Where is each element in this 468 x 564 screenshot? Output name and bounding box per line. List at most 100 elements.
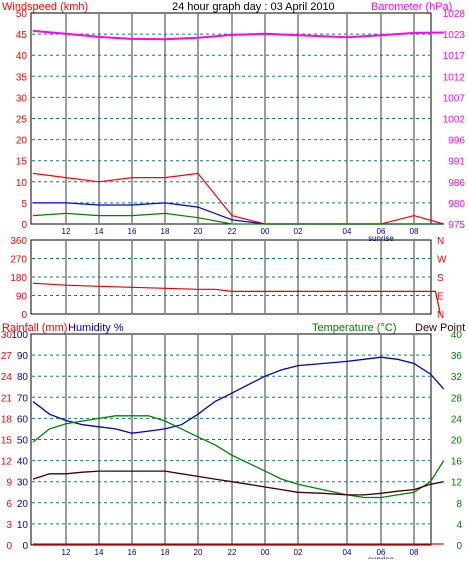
baro-y-tick-1002: 1002 [443, 115, 466, 126]
temp-y-tick-36: 36 [451, 351, 463, 362]
rain-y-tick-9: 9 [6, 478, 12, 489]
temp-y-tick-40: 40 [451, 330, 463, 341]
x-tick-p3-08: 08 [410, 548, 419, 557]
humidity-y-tick-20: 20 [17, 499, 29, 510]
rain-y-tick-18: 18 [1, 414, 13, 425]
temp-y-tick-28: 28 [451, 393, 463, 404]
x-tick-p3-18: 18 [161, 548, 170, 557]
rain-y-tick-15: 15 [1, 436, 13, 447]
wind-y-tick-45: 45 [16, 30, 28, 41]
x-tick-p1-04: 04 [343, 227, 352, 236]
rain-y-tick-3: 3 [6, 520, 12, 531]
x-tick-p3-04: 04 [343, 548, 352, 557]
x-tick-p1-08: 08 [410, 227, 419, 236]
baro-y-tick-1028: 1028 [443, 9, 466, 20]
rain-y-tick-12: 12 [1, 457, 13, 468]
temperature-axis-label: Temperature (°C) [312, 322, 396, 334]
x-tick-p1-16: 16 [128, 227, 137, 236]
x-tick-p3-00: 00 [261, 548, 270, 557]
humidity-y-tick-50: 50 [17, 436, 29, 447]
humidity-y-tick-90: 90 [17, 351, 29, 362]
graph-title: 24 hour graph day : 03 April 2010 [172, 1, 335, 13]
x-tick-p3-14: 14 [95, 548, 104, 557]
wind-y-tick-35: 35 [16, 72, 28, 83]
baro-y-tick-975: 975 [448, 220, 465, 231]
barometer-axis-label: Barometer (hPa) [371, 1, 452, 13]
x-tick-p1-06: 06 [377, 227, 386, 236]
x-tick-p3-12: 12 [62, 548, 71, 557]
wind-y-tick-50: 50 [16, 9, 28, 20]
wind-axis-label: Windspeed (kmh) [2, 1, 88, 13]
dir-y-tick-270: 270 [10, 255, 27, 266]
dir-y-tick-90: 90 [16, 292, 28, 303]
baro-y-tick-1012: 1012 [443, 72, 466, 83]
dir-compass-tick-1: E [437, 292, 444, 303]
x-tick-p3-20: 20 [194, 548, 203, 557]
wind-y-tick-20: 20 [16, 136, 28, 147]
x-tick-p1-00: 00 [261, 227, 270, 236]
wind-y-tick-5: 5 [21, 199, 27, 210]
wind-y-tick-25: 25 [16, 115, 28, 126]
humidity-y-tick-0: 0 [22, 541, 28, 552]
x-tick-p1-14: 14 [95, 227, 104, 236]
dir-y-tick-180: 180 [10, 273, 27, 284]
wind-y-tick-30: 30 [16, 93, 28, 104]
temp-y-tick-16: 16 [451, 457, 463, 468]
baro-y-tick-1007: 1007 [443, 93, 466, 104]
humidity-y-tick-30: 30 [17, 478, 29, 489]
temp-y-tick-20: 20 [451, 436, 463, 447]
rain-y-tick-0: 0 [6, 541, 12, 552]
humidity-y-tick-100: 100 [11, 330, 28, 341]
temp-y-tick-8: 8 [456, 499, 462, 510]
dir-compass-tick-2: S [437, 273, 444, 284]
x-tick-p1-22: 22 [228, 227, 237, 236]
rain-y-tick-6: 6 [6, 499, 12, 510]
sunrise-label-p3: sunrise [368, 555, 394, 559]
temp-y-tick-12: 12 [451, 478, 463, 489]
baro-y-tick-1017: 1017 [443, 51, 466, 62]
temp-y-tick-32: 32 [451, 372, 463, 383]
series-humidity [32, 356, 445, 434]
x-tick-p1-02: 02 [294, 227, 303, 236]
wind-y-tick-10: 10 [16, 178, 28, 189]
humidity-y-tick-80: 80 [17, 372, 29, 383]
series-barometer [32, 29, 444, 41]
baro-y-tick-980: 980 [448, 199, 465, 210]
baro-y-tick-991: 991 [448, 157, 465, 168]
humidity-axis-label: Humidity % [68, 322, 124, 334]
rain-y-tick-21: 21 [1, 393, 13, 404]
wind-y-tick-0: 0 [21, 220, 27, 231]
humidity-y-tick-70: 70 [17, 393, 29, 404]
humidity-y-tick-10: 10 [17, 520, 29, 531]
dir-y-tick-0: 0 [21, 310, 27, 321]
x-tick-p3-16: 16 [128, 548, 137, 557]
dir-compass-tick-3: W [437, 255, 447, 266]
wind-y-tick-40: 40 [16, 51, 28, 62]
dir-compass-tick-0: N [437, 310, 444, 321]
baro-y-tick-1023: 1023 [443, 30, 466, 41]
humidity-y-tick-60: 60 [17, 414, 29, 425]
series-wind_speed [32, 212, 444, 225]
rain-y-tick-24: 24 [1, 372, 13, 383]
x-tick-p1-12: 12 [62, 227, 71, 236]
temp-y-tick-0: 0 [456, 541, 462, 552]
grid-lines [32, 14, 430, 544]
wind-y-tick-15: 15 [16, 157, 28, 168]
dir-compass-tick-4: N [437, 236, 444, 247]
temp-y-tick-4: 4 [456, 520, 462, 531]
x-tick-p3-22: 22 [228, 548, 237, 557]
x-tick-p1-18: 18 [161, 227, 170, 236]
x-tick-p3-06: 06 [377, 548, 386, 557]
x-tick-p1-20: 20 [194, 227, 203, 236]
baro-y-tick-986: 986 [448, 178, 465, 189]
rain-y-tick-27: 27 [1, 351, 13, 362]
tick-labels: 12121414161618182020222200000202040406su… [1, 9, 466, 564]
dew-point-axis-label: Dew Point [415, 322, 465, 334]
rain-y-tick-30: 30 [1, 330, 13, 341]
plot-lines [32, 29, 445, 545]
x-tick-p3-02: 02 [294, 548, 303, 557]
sunrise-label-p1: sunrise [368, 234, 394, 243]
baro-y-tick-996: 996 [448, 136, 465, 147]
